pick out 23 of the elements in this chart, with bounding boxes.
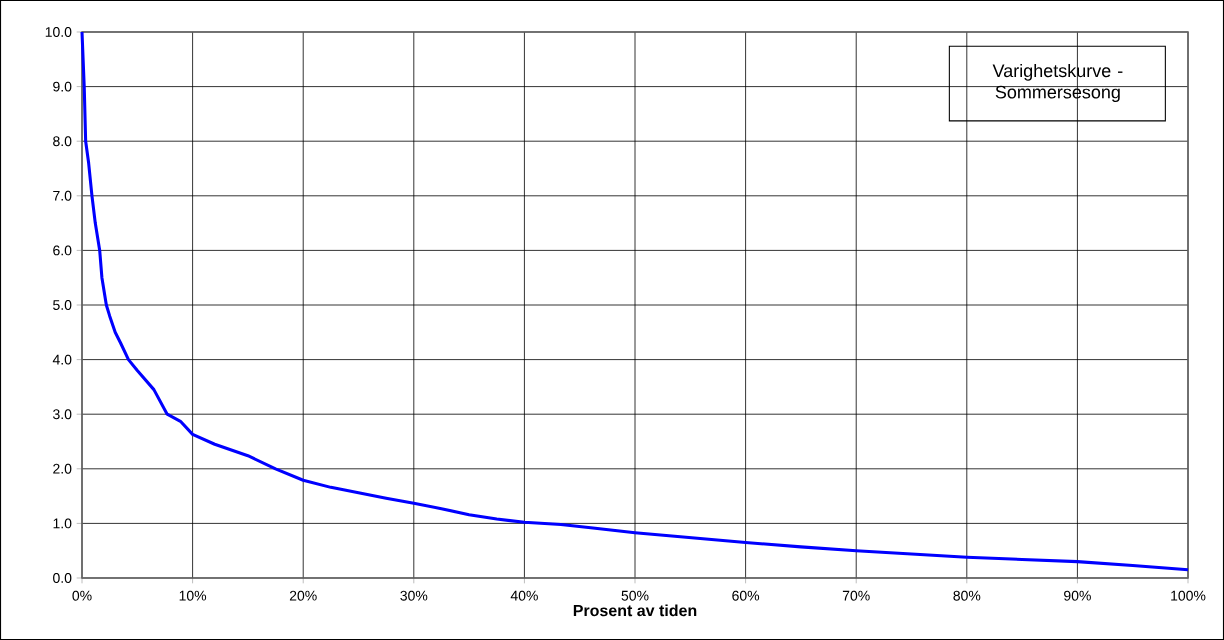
y-tick-label: 8.0 — [53, 136, 72, 147]
x-tick-label: 70% — [842, 590, 870, 601]
y-tick-label: 3.0 — [53, 409, 72, 420]
x-tick-label: 80% — [953, 590, 981, 601]
y-tick-label: 6.0 — [53, 245, 72, 256]
x-tick-label: 100% — [1171, 590, 1206, 601]
y-tick-label: 4.0 — [52, 354, 72, 365]
y-tick-label: 10.0 — [45, 27, 72, 37]
x-tick-label: 40% — [510, 590, 538, 601]
y-tick-label: 2.0 — [53, 463, 72, 474]
x-tick-label: 60% — [732, 590, 760, 601]
x-axis-title: Prosent av tiden — [573, 604, 697, 617]
y-tick-label: 1.0 — [53, 518, 72, 529]
x-tick-label: 10% — [179, 590, 207, 601]
x-tick-label: 0% — [72, 590, 92, 601]
x-tick-label: 90% — [1064, 590, 1091, 601]
y-tick-label: 0.0 — [53, 573, 72, 583]
x-tick-label: 30% — [400, 590, 428, 601]
x-tick-label: 20% — [289, 590, 317, 601]
y-tick-label: 9.0 — [53, 81, 72, 92]
y-tick-label: 5.0 — [53, 300, 72, 310]
y-tick-label: 7.0 — [53, 190, 72, 201]
x-tick-label: 50% — [621, 590, 649, 601]
